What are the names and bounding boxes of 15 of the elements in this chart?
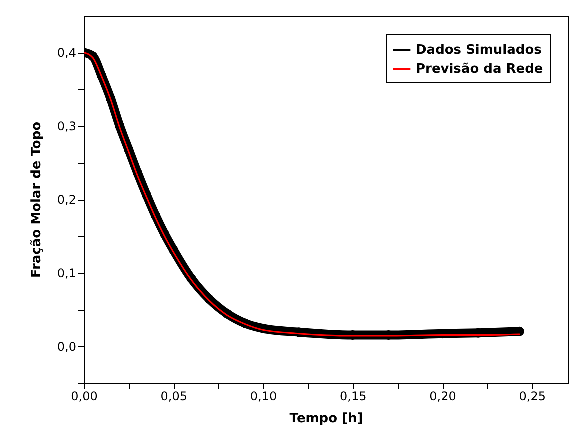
y-tick-label: 0,0 bbox=[57, 340, 76, 354]
y-tick-label: 0,3 bbox=[57, 120, 76, 134]
x-tick-label: 0,10 bbox=[250, 390, 278, 404]
x-tick-label: 0,20 bbox=[430, 390, 456, 404]
x-tick-label: 0,00 bbox=[71, 390, 98, 404]
x-tick-label: 0,05 bbox=[160, 390, 188, 404]
x-axis-title: Tempo [h] bbox=[290, 412, 364, 426]
y-tick-label: 0,4 bbox=[57, 46, 76, 60]
legend-label: Dados Simulados bbox=[416, 43, 542, 58]
y-tick-label: 0,1 bbox=[57, 266, 76, 280]
x-tick-label: 0,25 bbox=[519, 390, 546, 404]
x-tick-label: 0,15 bbox=[340, 390, 367, 404]
y-tick-label: 0,2 bbox=[57, 193, 76, 207]
y-axis-title: Fração Molar de Topo bbox=[29, 122, 44, 278]
legend-label: Previsão da Rede bbox=[416, 62, 544, 77]
